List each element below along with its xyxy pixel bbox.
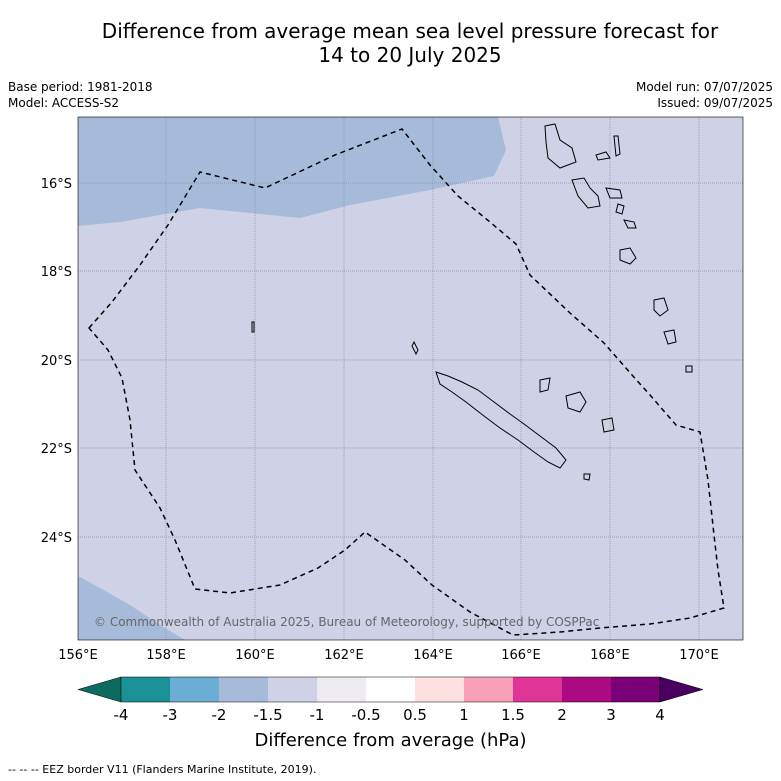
new-caledonia-island bbox=[435, 371, 567, 469]
colorbar-tick-label: -0.5 bbox=[351, 706, 380, 724]
island-aneityum bbox=[685, 365, 693, 373]
colorbar-swatch bbox=[366, 677, 415, 702]
colorbar-swatch bbox=[513, 677, 562, 702]
lat-label: 22°S bbox=[41, 442, 72, 457]
lon-label: 166°E bbox=[501, 648, 541, 663]
island-mare bbox=[601, 417, 615, 433]
lat-axis: 16°S 18°S 20°S 22°S 24°S bbox=[41, 177, 72, 546]
graticule bbox=[78, 117, 743, 640]
pressure-anomaly-region-north bbox=[78, 117, 506, 226]
colorbar-extend-low bbox=[77, 676, 122, 703]
colorbar-swatch bbox=[562, 677, 611, 702]
colorbar-swatch bbox=[121, 677, 170, 702]
colorbar-swatch bbox=[219, 677, 268, 702]
base-period: Base period: 1981-2018 bbox=[8, 80, 153, 94]
colorbar-tick-label: -1 bbox=[310, 706, 325, 724]
lat-label: 16°S bbox=[41, 177, 72, 192]
colorbar-tick-label: -2 bbox=[212, 706, 227, 724]
colorbar-tick-label: 1.5 bbox=[501, 706, 525, 724]
colorbar-tick-label: -1.5 bbox=[253, 706, 282, 724]
colorbar-tick-label: 3 bbox=[606, 706, 616, 724]
island-pentecost bbox=[613, 135, 621, 157]
pressure-anomaly-region-southwest bbox=[78, 576, 185, 640]
issued-date: Issued: 09/07/2025 bbox=[657, 96, 773, 110]
colorbar: -4 -3 -2 -1.5 -1 -0.5 0.5 1 1.5 2 3 4 bbox=[77, 676, 704, 724]
island-walpole bbox=[583, 473, 591, 481]
colorbar-swatch bbox=[268, 677, 317, 702]
lat-label: 18°S bbox=[41, 265, 72, 280]
lon-label: 160°E bbox=[235, 648, 275, 663]
meta-right: Model run: 07/07/2025 Issued: 09/07/2025 bbox=[636, 79, 773, 111]
island-chesterfield bbox=[251, 321, 255, 333]
lat-label: 24°S bbox=[41, 531, 72, 546]
island-maewo bbox=[595, 151, 611, 161]
colorbar-frame bbox=[120, 676, 661, 703]
island-erromango bbox=[653, 297, 669, 317]
map-title: Difference from average mean sea level p… bbox=[0, 19, 781, 67]
lat-label: 20°S bbox=[41, 354, 72, 369]
island-efate bbox=[619, 247, 637, 265]
colorbar-tick-label: 2 bbox=[557, 706, 567, 724]
island-belep bbox=[411, 340, 419, 356]
colorbar-swatch bbox=[317, 677, 366, 702]
colorbar-swatch bbox=[170, 677, 219, 702]
lon-label: 170°E bbox=[679, 648, 719, 663]
island-lifou bbox=[565, 391, 587, 413]
island-espiritu-santo bbox=[544, 123, 577, 169]
island-epi bbox=[615, 203, 625, 215]
lon-label: 164°E bbox=[413, 648, 453, 663]
colorbar-swatch bbox=[464, 677, 513, 702]
lon-label: 162°E bbox=[324, 648, 364, 663]
colorbar-swatch bbox=[611, 677, 660, 702]
meta-left: Base period: 1981-2018 Model: ACCESS-S2 bbox=[8, 79, 153, 111]
lon-label: 158°E bbox=[146, 648, 186, 663]
island-ambrym bbox=[605, 187, 623, 199]
title-line-2: 14 to 20 July 2025 bbox=[318, 43, 502, 67]
colorbar-tick-label: -3 bbox=[163, 706, 178, 724]
island-shepherds bbox=[623, 219, 637, 229]
model-run: Model run: 07/07/2025 bbox=[635, 80, 773, 94]
colorbar-title: Difference from average (hPa) bbox=[254, 730, 527, 751]
island-malekula bbox=[571, 177, 601, 209]
colorbar-tick-label: 4 bbox=[655, 706, 665, 724]
colorbar-tick-label: -4 bbox=[114, 706, 129, 724]
colorbar-extend-high bbox=[659, 676, 704, 703]
colorbar-tick-label: 1 bbox=[459, 706, 469, 724]
model-name: Model: ACCESS-S2 bbox=[8, 96, 120, 110]
lon-label: 168°E bbox=[590, 648, 630, 663]
map-frame bbox=[77, 116, 744, 641]
island-ouvea bbox=[539, 377, 551, 393]
copyright-text: © Commonwealth of Australia 2025, Bureau… bbox=[94, 615, 599, 629]
colorbar-tick-label: 0.5 bbox=[403, 706, 427, 724]
title-line-1: Difference from average mean sea level p… bbox=[101, 19, 719, 43]
lon-label: 156°E bbox=[58, 648, 98, 663]
eez-legend-footnote: -- -- -- EEZ border V11 (Flanders Marine… bbox=[8, 763, 317, 776]
eez-border bbox=[88, 128, 725, 636]
island-tanna bbox=[663, 329, 677, 345]
colorbar-swatch bbox=[415, 677, 464, 702]
lon-axis: 156°E 158°E 160°E 162°E 164°E 166°E 168°… bbox=[58, 648, 719, 663]
